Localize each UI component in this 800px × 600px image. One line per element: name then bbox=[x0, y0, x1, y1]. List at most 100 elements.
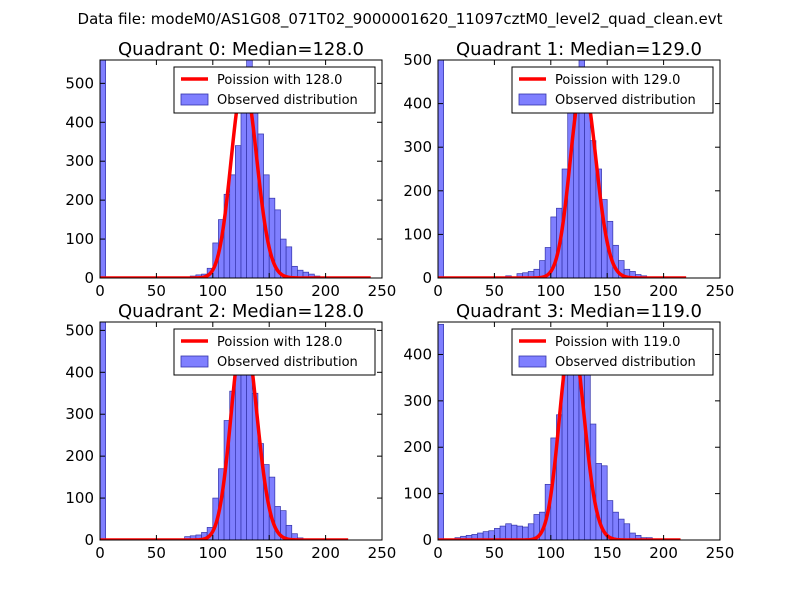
y-tick-label: 500 bbox=[65, 74, 94, 92]
axes-frame bbox=[99, 59, 383, 279]
y-tick-label: 200 bbox=[403, 182, 432, 200]
poisson-curve bbox=[438, 334, 682, 540]
poisson-curve bbox=[100, 79, 372, 278]
histogram-bar bbox=[100, 322, 106, 540]
legend-label-poisson: Poission with 128.0 bbox=[217, 335, 342, 350]
histogram-bar bbox=[240, 90, 247, 278]
x-tick-label: 150 bbox=[593, 544, 622, 562]
axes-frame bbox=[437, 59, 721, 279]
histogram-bar bbox=[499, 525, 507, 540]
x-tick-label: 0 bbox=[433, 282, 443, 300]
chart-quadrant-1: 0 50 100 150 200 250 0 100 200 300 400 500 Quadrant … bbox=[403, 39, 734, 300]
x-tick-label: 150 bbox=[255, 282, 284, 300]
histogram-bar bbox=[229, 174, 236, 278]
x-tick-label: 50 bbox=[485, 282, 504, 300]
histogram-bar bbox=[291, 533, 298, 540]
histogram-bars bbox=[438, 60, 648, 278]
x-tick-label: 100 bbox=[536, 544, 565, 562]
y-tick-label: 200 bbox=[403, 438, 432, 456]
histogram-bar bbox=[505, 523, 512, 540]
x-tick-label: 250 bbox=[706, 282, 735, 300]
chart-title: Quadrant 0: Median=128.0 bbox=[118, 39, 364, 60]
charts-container: 0 50 100 150 200 2500100200300400500Quadrant … bbox=[65, 39, 734, 562]
x-tick-label: 250 bbox=[368, 544, 397, 562]
y-tick-label: 100 bbox=[403, 485, 432, 503]
figure-title: Data file: modeM0/AS1G08_071T02_90000016… bbox=[78, 10, 723, 29]
legend-bar-swatch bbox=[518, 93, 547, 106]
x-tick-label: 200 bbox=[649, 544, 678, 562]
histogram-bar bbox=[438, 60, 444, 278]
legend-bar-swatch bbox=[180, 93, 209, 106]
y-tick-label: 100 bbox=[403, 225, 432, 243]
legend: Poission with 119.0 Observed distribution bbox=[511, 328, 714, 376]
chart-quadrant-2: 0 50 100 150 200 250 0 100 200 300 400 500 Quadrant … bbox=[65, 301, 396, 562]
legend-label-poisson: Poission with 119.0 bbox=[555, 335, 680, 350]
histogram-bar bbox=[235, 145, 242, 278]
legend: Poission with 128.0 Observed distribution bbox=[173, 66, 376, 114]
y-tick-label: 0 bbox=[422, 531, 432, 549]
y-tick-label: 300 bbox=[403, 138, 432, 156]
chart-title: Quadrant 3: Median=119.0 bbox=[456, 301, 702, 322]
chart-title: Quadrant 2: Median=128.0 bbox=[118, 301, 364, 322]
legend: Poission with 129.0 Observed distribution bbox=[511, 66, 714, 114]
y-tick-label: 300 bbox=[403, 392, 432, 410]
x-tick-label: 200 bbox=[311, 282, 340, 300]
legend-label-observed: Observed distribution bbox=[217, 93, 358, 108]
histogram-bar bbox=[438, 323, 444, 540]
histogram-bar bbox=[100, 60, 106, 278]
y-tick-label: 200 bbox=[65, 191, 94, 209]
legend-label-poisson: Poission with 129.0 bbox=[555, 73, 680, 88]
legend-label-observed: Observed distribution bbox=[555, 93, 696, 108]
x-tick-label: 0 bbox=[95, 282, 105, 300]
histogram-bar bbox=[618, 518, 625, 540]
x-tick-label: 150 bbox=[255, 544, 284, 562]
y-tick-label: 0 bbox=[422, 269, 432, 287]
y-tick-label: 400 bbox=[65, 363, 94, 381]
x-tick-label: 100 bbox=[536, 282, 565, 300]
x-tick-label: 100 bbox=[198, 282, 227, 300]
x-tick-label: 50 bbox=[485, 544, 504, 562]
legend-label-observed: Observed distribution bbox=[217, 355, 358, 370]
x-tick-label: 100 bbox=[198, 544, 227, 562]
x-tick-label: 50 bbox=[147, 544, 166, 562]
x-tick-label: 250 bbox=[368, 282, 397, 300]
legend-bar-swatch bbox=[518, 355, 547, 368]
histogram-bar bbox=[612, 511, 619, 540]
y-tick-label: 0 bbox=[84, 531, 94, 549]
chart-quadrant-3: 0 50 100 150 200 250 0 100 200 300 400 Quadrant 3: … bbox=[403, 301, 734, 562]
histogram-bars bbox=[438, 323, 653, 540]
legend-label-poisson: Poission with 128.0 bbox=[217, 73, 342, 88]
x-tick-label: 250 bbox=[706, 544, 735, 562]
legend-label-observed: Observed distribution bbox=[555, 355, 696, 370]
y-tick-label: 300 bbox=[65, 405, 94, 423]
y-tick-label: 100 bbox=[65, 230, 94, 248]
x-tick-label: 150 bbox=[593, 282, 622, 300]
histogram-bar bbox=[510, 524, 518, 540]
y-tick-label: 0 bbox=[84, 269, 94, 287]
y-tick-label: 300 bbox=[65, 152, 94, 170]
histogram-bar bbox=[623, 523, 631, 540]
histogram-bar bbox=[235, 363, 242, 540]
legend-bar-swatch bbox=[180, 355, 209, 368]
y-tick-label: 400 bbox=[65, 113, 94, 131]
histogram-bar bbox=[516, 525, 523, 540]
legend: Poission with 128.0 Observed distribution bbox=[173, 328, 376, 376]
y-tick-label: 400 bbox=[403, 345, 432, 363]
axes-frame bbox=[99, 321, 383, 541]
y-tick-label: 500 bbox=[65, 321, 94, 339]
y-tick-label: 400 bbox=[403, 95, 432, 113]
histogram-bar bbox=[522, 526, 529, 540]
y-tick-label: 500 bbox=[403, 51, 432, 69]
histogram-bar bbox=[285, 246, 293, 278]
y-tick-label: 100 bbox=[65, 489, 94, 507]
y-tick-label: 200 bbox=[65, 447, 94, 465]
axes-frame bbox=[437, 321, 721, 541]
chart-quadrant-0: 0 50 100 150 200 250 0 100 200 300 400 500 Quadrant … bbox=[65, 39, 396, 300]
x-tick-label: 200 bbox=[311, 544, 340, 562]
chart-title: Quadrant 1: Median=129.0 bbox=[456, 39, 702, 60]
x-tick-label: 50 bbox=[147, 282, 166, 300]
x-tick-label: 0 bbox=[95, 544, 105, 562]
x-tick-label: 0 bbox=[433, 544, 443, 562]
x-tick-label: 200 bbox=[649, 282, 678, 300]
